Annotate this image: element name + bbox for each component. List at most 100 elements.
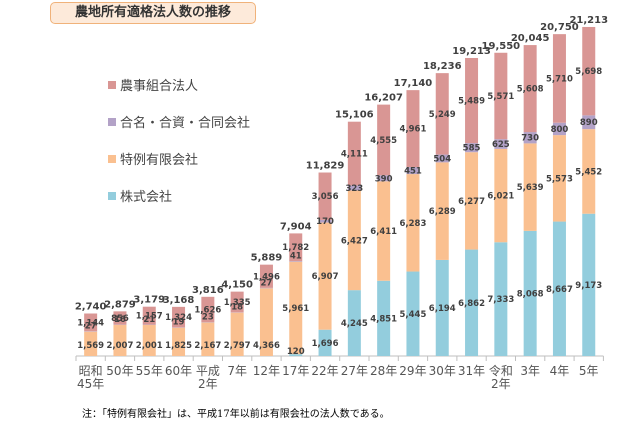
legend-swatch-kabushiki	[108, 191, 116, 200]
x-tick-label: 45年	[77, 377, 104, 391]
data-label: 5,445	[400, 310, 427, 320]
data-label: 9,173	[575, 281, 602, 291]
total-label: 15,106	[335, 110, 374, 121]
bar-segment-tokurei	[347, 190, 361, 291]
bar-segment-gomei	[347, 185, 361, 191]
bar-segment-nouji	[347, 121, 361, 186]
total-label: 18,236	[423, 61, 462, 72]
bar-segment-gomei	[523, 132, 537, 144]
x-tick-label: 27年	[341, 364, 368, 378]
total-label: 19,550	[482, 41, 521, 52]
total-label: 19,213	[452, 46, 491, 57]
x-tick-label: 2年	[491, 377, 511, 391]
bar-segment-tokurei	[142, 324, 156, 356]
total-label: 21,213	[569, 15, 608, 26]
data-label: 323	[345, 184, 363, 194]
data-label: 6,289	[429, 207, 456, 217]
data-label: 8,068	[517, 289, 544, 299]
x-tick-label: 12年	[253, 364, 280, 378]
bar-segment-tokurei	[552, 135, 566, 222]
data-label: 5,489	[458, 97, 485, 107]
x-tick-label: 3年	[520, 364, 540, 378]
bar-segment-nouji	[465, 57, 479, 144]
data-label: 5,961	[282, 304, 309, 314]
bar-segment-gomei	[435, 154, 449, 163]
x-tick-label: 55年	[136, 364, 163, 378]
total-label: 17,140	[394, 78, 433, 89]
bar-segment-tokurei	[289, 261, 303, 355]
data-label: 5,608	[517, 85, 544, 95]
total-label: 3,816	[192, 285, 224, 296]
total-label: 20,750	[540, 22, 579, 33]
bar-segment-tokurei	[523, 143, 537, 231]
bar-segment-nouji	[435, 73, 449, 155]
data-label: 120	[287, 347, 305, 357]
legend-swatch-nouji	[108, 80, 116, 89]
data-label: 6,427	[341, 236, 368, 246]
data-label: 2,007	[107, 341, 134, 351]
data-label: 1,144	[77, 318, 104, 328]
bar-segment-tokurei	[377, 181, 391, 281]
data-label: 4,366	[253, 341, 280, 351]
data-label: 6,411	[370, 227, 397, 237]
bar-segment-tokurei	[172, 327, 186, 356]
bar-segment-nouji	[318, 172, 332, 220]
data-label: 27	[85, 322, 97, 332]
bar-segment-nouji	[259, 264, 273, 288]
bar-segment-tokurei	[406, 174, 420, 272]
bar-segment-nouji	[172, 306, 186, 328]
data-label: 4,851	[370, 314, 397, 324]
data-label: 7,333	[487, 295, 514, 305]
legend-label-tokurei: 特例有限会社	[120, 153, 199, 168]
bar-segment-tokurei	[318, 222, 332, 330]
data-label: 585	[463, 144, 481, 154]
data-label: 730	[521, 134, 539, 144]
bar-segment-tokurei	[113, 324, 127, 356]
data-label: 6,277	[458, 197, 485, 207]
data-label: 23	[202, 312, 214, 322]
data-label: 5,710	[546, 74, 573, 84]
bar-segment-nouji	[289, 233, 303, 262]
total-label: 16,207	[364, 93, 403, 104]
bar-segment-gomei	[582, 115, 596, 130]
data-label: 1,496	[253, 272, 280, 282]
bar-segment-nouji	[494, 52, 508, 140]
data-label: 41	[290, 252, 302, 262]
bar-segment-nouji	[113, 311, 127, 325]
x-tick-label: 28年	[370, 364, 397, 378]
legend: 農事組合法人 合名・合資・合同会社 特例有限会社 株式会社	[108, 66, 250, 214]
total-label: 7,904	[280, 221, 312, 232]
data-label: 4,245	[341, 319, 368, 329]
data-label: 6,021	[487, 192, 514, 202]
total-label: 20,045	[511, 33, 550, 44]
x-tick-label: 60年	[165, 364, 192, 378]
legend-item-kabushiki: 株式会社	[108, 177, 250, 214]
data-label: 504	[433, 154, 451, 164]
bar-segment-kabushiki	[523, 230, 537, 356]
data-label: 1,696	[312, 339, 339, 349]
data-label: 1,569	[77, 341, 104, 351]
bar-segment-kabushiki	[582, 213, 596, 356]
data-label: 19	[173, 318, 185, 328]
legend-item-nouji: 農事組合法人	[108, 66, 250, 103]
data-label: 1,782	[282, 243, 309, 253]
x-tick-label: 平成	[196, 364, 220, 378]
bar-segment-kabushiki	[289, 354, 303, 356]
data-label: 1,825	[165, 341, 192, 351]
bar-segment-nouji	[201, 296, 215, 323]
bar-segment-nouji	[582, 26, 596, 116]
total-label: 5,889	[251, 253, 283, 264]
data-label: 6,194	[429, 304, 456, 314]
legend-label-gomei: 合名・合資・合同会社	[120, 116, 251, 131]
data-label: 890	[580, 118, 598, 128]
data-label: 5,571	[487, 92, 514, 102]
data-label: 2,001	[136, 341, 163, 351]
legend-item-tokurei: 特例有限会社	[108, 140, 250, 177]
legend-label-nouji: 農事組合法人	[120, 79, 199, 94]
data-label: 4,111	[341, 150, 368, 160]
x-tick-label: 昭和	[79, 364, 103, 378]
data-label: 8,667	[546, 285, 573, 295]
data-label: 5,698	[575, 67, 602, 77]
bar-segment-nouji	[552, 34, 566, 123]
bar-segment-kabushiki	[377, 280, 391, 356]
